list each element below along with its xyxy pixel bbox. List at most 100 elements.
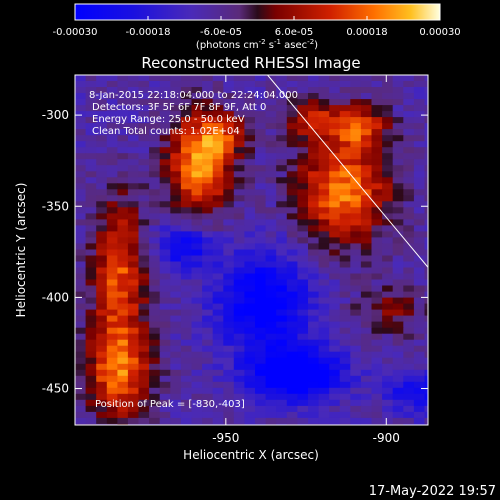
image-pixel [85, 117, 97, 124]
image-pixel [339, 237, 351, 244]
image-pixel [276, 255, 288, 263]
image-pixel [350, 333, 362, 341]
image-pixel [244, 87, 256, 94]
image-pixel [382, 213, 394, 220]
image-pixel [424, 243, 428, 250]
image-pixel [85, 363, 97, 371]
image-pixel [382, 285, 394, 293]
image-pixel [85, 195, 97, 202]
image-pixel [96, 357, 108, 365]
image-pixel [159, 189, 171, 196]
image-pixel [159, 201, 171, 208]
image-pixel [403, 291, 415, 299]
image-pixel [308, 207, 320, 214]
image-pixel [403, 375, 415, 383]
image-pixel [117, 411, 129, 419]
image-pixel [75, 207, 87, 214]
image-pixel [435, 394, 446, 401]
image-pixel [180, 417, 193, 425]
image-pixel [286, 159, 298, 166]
image-pixel [371, 99, 383, 106]
image-pixel [255, 255, 267, 263]
image-pixel [202, 117, 214, 124]
image-pixel [223, 345, 235, 353]
image-pixel [170, 430, 181, 437]
image-pixel [265, 165, 277, 172]
image-pixel [371, 369, 383, 377]
image-pixel [212, 315, 224, 323]
image-pixel [392, 285, 404, 293]
image-pixel [329, 267, 341, 275]
image-pixel [180, 243, 193, 250]
image-pixel [96, 411, 108, 419]
image-pixel [413, 393, 426, 401]
image-pixel [233, 219, 245, 226]
image-pixel [223, 255, 235, 263]
image-pixel [339, 279, 351, 287]
image-pixel [180, 303, 193, 311]
image-pixel [106, 249, 118, 257]
image-pixel [308, 177, 320, 184]
image-pixel [339, 105, 351, 112]
image-pixel [138, 159, 150, 166]
image-pixel [180, 315, 193, 323]
image-pixel [371, 423, 383, 425]
image-pixel [244, 411, 256, 419]
image-pixel [212, 405, 224, 413]
image-pixel [297, 339, 309, 347]
image-pixel [350, 345, 362, 353]
image-pixel [435, 370, 446, 377]
image-pixel [117, 135, 129, 142]
image-pixel [413, 273, 426, 281]
image-pixel [435, 280, 446, 287]
image-pixel [255, 105, 267, 112]
image-pixel [297, 399, 309, 407]
image-pixel [403, 189, 415, 196]
image-pixel [435, 189, 446, 196]
image-pixel [413, 285, 426, 293]
image-pixel [223, 189, 235, 196]
image-pixel [149, 93, 161, 100]
image-pixel [339, 261, 351, 269]
image-pixel [424, 363, 428, 371]
image-pixel [413, 225, 426, 232]
image-pixel [223, 309, 235, 317]
image-pixel [339, 303, 351, 311]
image-pixel [223, 117, 235, 124]
image-pixel [329, 243, 341, 250]
image-pixel [106, 237, 118, 244]
image-pixel [308, 315, 320, 323]
image-pixel [392, 237, 404, 244]
plot-frame [74, 74, 429, 426]
image-pixel [339, 417, 351, 425]
image-pixel [170, 339, 182, 347]
image-pixel [360, 417, 373, 425]
image-pixel [382, 189, 394, 196]
image-pixel [318, 309, 330, 317]
image-pixel [424, 351, 428, 359]
image-pixel [308, 75, 320, 82]
image-pixel [96, 273, 108, 281]
image-pixel [286, 261, 298, 269]
image-pixel [308, 225, 320, 232]
image-pixel [413, 333, 426, 341]
image-pixel [276, 273, 288, 281]
image-pixel [297, 81, 309, 88]
image-pixel [255, 123, 267, 130]
image-pixel [191, 159, 203, 166]
image-pixel [265, 147, 277, 154]
image-pixel [329, 345, 341, 353]
image-pixel [371, 291, 383, 299]
image-pixel [424, 285, 428, 293]
image-pixel [85, 147, 97, 154]
image-pixel [435, 310, 446, 317]
image-pixel [392, 153, 404, 160]
image-pixel [85, 333, 97, 341]
image-pixel [170, 105, 182, 112]
image-pixel [265, 201, 277, 208]
image-pixel [117, 363, 129, 371]
image-pixel [403, 135, 415, 142]
image-pixel [96, 177, 108, 184]
image-pixel [233, 297, 245, 305]
